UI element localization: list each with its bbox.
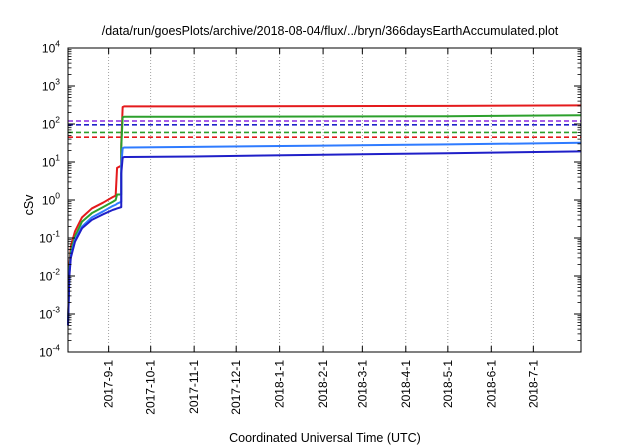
series-line [67,104,582,326]
y-tick-exponent: 0 [55,191,60,201]
y-tick-label: 104 [42,39,60,56]
y-tick-label: 100 [42,191,60,208]
y-tick-exponent: 2 [55,115,60,125]
x-tick-label: 2017-9-1 [102,360,116,408]
x-tick-label: 2018-4-1 [399,360,413,408]
y-tick-exponent: -3 [52,305,60,315]
y-tick-exponent: -2 [52,267,60,277]
y-tick-exponent: -4 [52,343,60,353]
y-axis-label: cSv [22,194,36,216]
y-tick-exponent: 3 [55,77,60,87]
y-tick-label: 102 [42,115,60,132]
y-tick-base: 10 [42,118,56,132]
y-tick-exponent: -1 [52,229,60,239]
y-tick-label: 10-2 [39,267,60,284]
y-tick-base: 10 [42,194,56,208]
y-tick-base: 10 [42,42,56,56]
x-tick-label: 2018-5-1 [441,360,455,408]
x-tick-label: 2017-12-1 [229,360,243,415]
x-tick-label: 2018-3-1 [355,360,369,408]
y-tick-label: 101 [42,153,60,170]
y-tick-base: 10 [39,270,53,284]
y-tick-base: 10 [42,156,56,170]
y-tick-exponent: 4 [55,39,60,49]
x-tick-label: 2017-11-1 [187,360,201,414]
y-tick-label: 10-3 [39,305,60,322]
grid [108,48,534,352]
x-tick-label: 2018-1-1 [273,360,287,408]
x-axis-label: Coordinated Universal Time (UTC) [229,431,421,445]
series-layer [67,104,582,326]
series-line [67,114,582,326]
y-tick-label: 103 [42,77,60,94]
chart-title: /data/run/goesPlots/archive/2018-08-04/f… [102,24,559,38]
x-tick-label: 2018-2-1 [316,360,330,408]
y-tick-base: 10 [42,80,56,94]
series-line [67,150,582,326]
x-tick-label: 2017-10-1 [144,360,158,415]
y-tick-label: 10-4 [39,343,60,360]
axes: 2017-9-1 2017-10-1 2017-11-1 2017-12-1 2018-… [39,39,581,415]
series-line [67,141,582,326]
y-tick-label: 10-1 [39,229,60,246]
y-tick-base: 10 [39,232,53,246]
x-tick-label: 2018-6-1 [484,360,498,408]
y-tick-base: 10 [39,308,53,322]
y-tick-base: 10 [39,346,53,360]
x-tick-label: 2018-7-1 [526,360,540,408]
plot-frame [67,47,582,353]
y-tick-exponent: 1 [55,153,60,163]
